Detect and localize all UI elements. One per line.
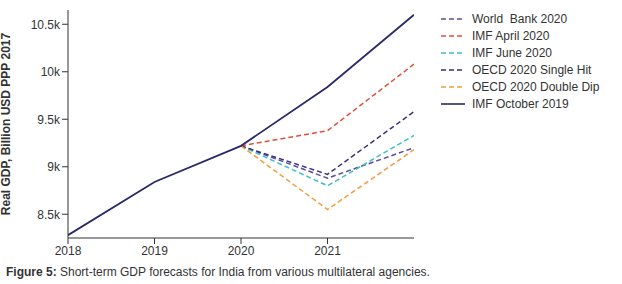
svg-text:10.5k: 10.5k (31, 18, 61, 32)
html-text:OECD 2020 Single Hit: OECD 2020 Single Hit (472, 62, 592, 77)
svg-text:2020: 2020 (228, 244, 255, 258)
html-text:IMF April 2020: IMF April 2020 (472, 28, 550, 43)
html-text:OECD 2020 Double Dip: OECD 2020 Double Dip (472, 79, 600, 94)
svg-text:10k: 10k (41, 65, 61, 79)
html-text:World Bank 2020: World Bank 2020 (472, 11, 568, 26)
svg-text:Real GDP, Billion USD PPP 2017: Real GDP, Billion USD PPP 2017 (8, 33, 13, 216)
html-text:IMF June 2020: IMF June 2020 (472, 45, 552, 60)
svg-text:2019: 2019 (141, 244, 168, 258)
svg-text:8.5k: 8.5k (37, 208, 61, 222)
svg-text:2021: 2021 (314, 244, 341, 258)
html-text:IMF October 2019: IMF October 2019 (472, 96, 569, 111)
html-text:Figure 5: Short-term GDP forec: Figure 5: Short-term GDP forecasts for I… (6, 265, 430, 279)
svg-text:9.5k: 9.5k (37, 113, 61, 127)
svg-text:9k: 9k (47, 160, 61, 174)
svg-text:2018: 2018 (55, 244, 82, 258)
